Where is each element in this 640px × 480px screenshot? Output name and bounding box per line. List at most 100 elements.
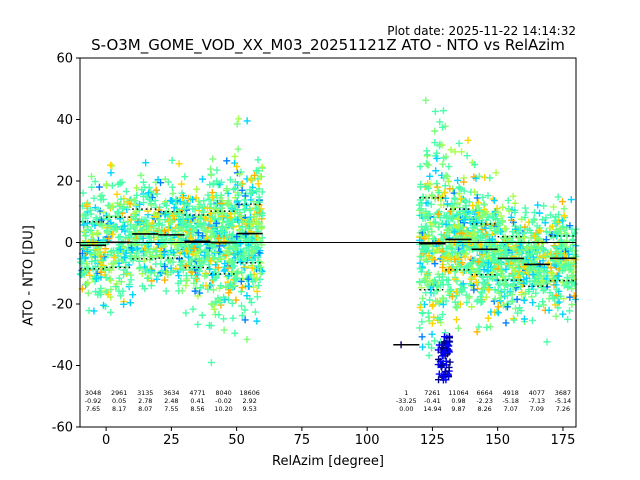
data-point [233,269,241,277]
data-point [143,248,151,256]
data-point [481,246,489,254]
data-point [107,286,115,294]
data-point [468,282,476,290]
data-point [424,309,432,317]
data-point [87,210,95,218]
plot-date: Plot date: 2025-11-22 14:14:32 [387,24,576,38]
data-point [213,177,221,185]
data-point [160,227,168,235]
data-point [542,214,550,222]
data-point [521,213,529,221]
data-point [478,225,486,233]
data-point [552,213,560,221]
data-point [242,237,250,245]
data-point [545,306,553,314]
data-point [130,196,138,204]
data-point [216,227,224,235]
data-point [522,209,530,217]
data-point [424,271,432,279]
data-point [253,274,261,282]
data-point [502,265,510,273]
data-point [83,248,91,256]
data-point [565,266,573,274]
data-point [440,349,448,357]
data-point [515,304,523,312]
data-point [445,163,453,171]
data-point [90,194,98,202]
data-point [518,215,526,223]
data-point [224,264,232,272]
data-point [546,289,554,297]
data-point [120,300,128,308]
data-point [110,253,118,261]
data-point [97,268,105,276]
data-point [195,197,203,205]
data-point [437,201,445,209]
data-point [81,253,89,261]
data-point [237,180,245,188]
data-point [502,248,510,256]
data-point [509,245,517,253]
bin-stat-count: 18606 [239,389,260,397]
data-point [248,264,256,272]
data-point [440,333,448,341]
data-point [182,272,190,280]
data-point [84,279,92,287]
data-point [229,314,237,322]
data-point [419,309,427,317]
data-point [194,320,202,328]
data-point [433,287,441,295]
data-point [462,291,470,299]
data-point [206,265,214,273]
data-point [98,191,106,199]
data-point [241,306,249,314]
data-point [484,192,492,200]
data-point [443,276,451,284]
data-point [207,257,215,265]
data-point [425,317,433,325]
data-point [236,170,244,178]
data-point [192,249,200,257]
data-point [430,279,438,287]
data-point [441,182,449,190]
data-point [239,252,247,260]
data-point [117,195,125,203]
data-point [430,235,438,243]
data-point [238,186,246,194]
data-point [435,189,443,197]
data-point [475,323,483,331]
data-point [103,182,111,190]
data-point [209,286,217,294]
data-point [164,226,172,234]
bin-stat-mean: -0.92 [84,397,102,405]
data-point [226,244,234,252]
data-point [142,159,150,167]
data-point [244,275,252,283]
data-point [114,208,122,216]
data-point [189,264,197,272]
data-point [258,163,266,171]
bin-stat-std: 7.55 [164,405,179,413]
data-point [215,311,223,319]
data-point [246,236,254,244]
x-tick-label: 75 [294,433,311,448]
data-point [420,226,428,234]
data-point [167,218,175,226]
data-point [207,217,215,225]
data-point [220,237,228,245]
data-point [234,216,242,224]
data-point [181,173,189,181]
data-point [120,200,128,208]
data-point [205,261,213,269]
data-point [247,189,255,197]
data-point [99,301,107,309]
data-point [445,342,453,350]
data-point [423,147,431,155]
data-point [94,229,102,237]
data-point [185,233,193,241]
data-point [563,231,571,239]
data-point [454,199,462,207]
data-point [485,286,493,294]
data-point [443,173,451,181]
data-point [204,191,212,199]
